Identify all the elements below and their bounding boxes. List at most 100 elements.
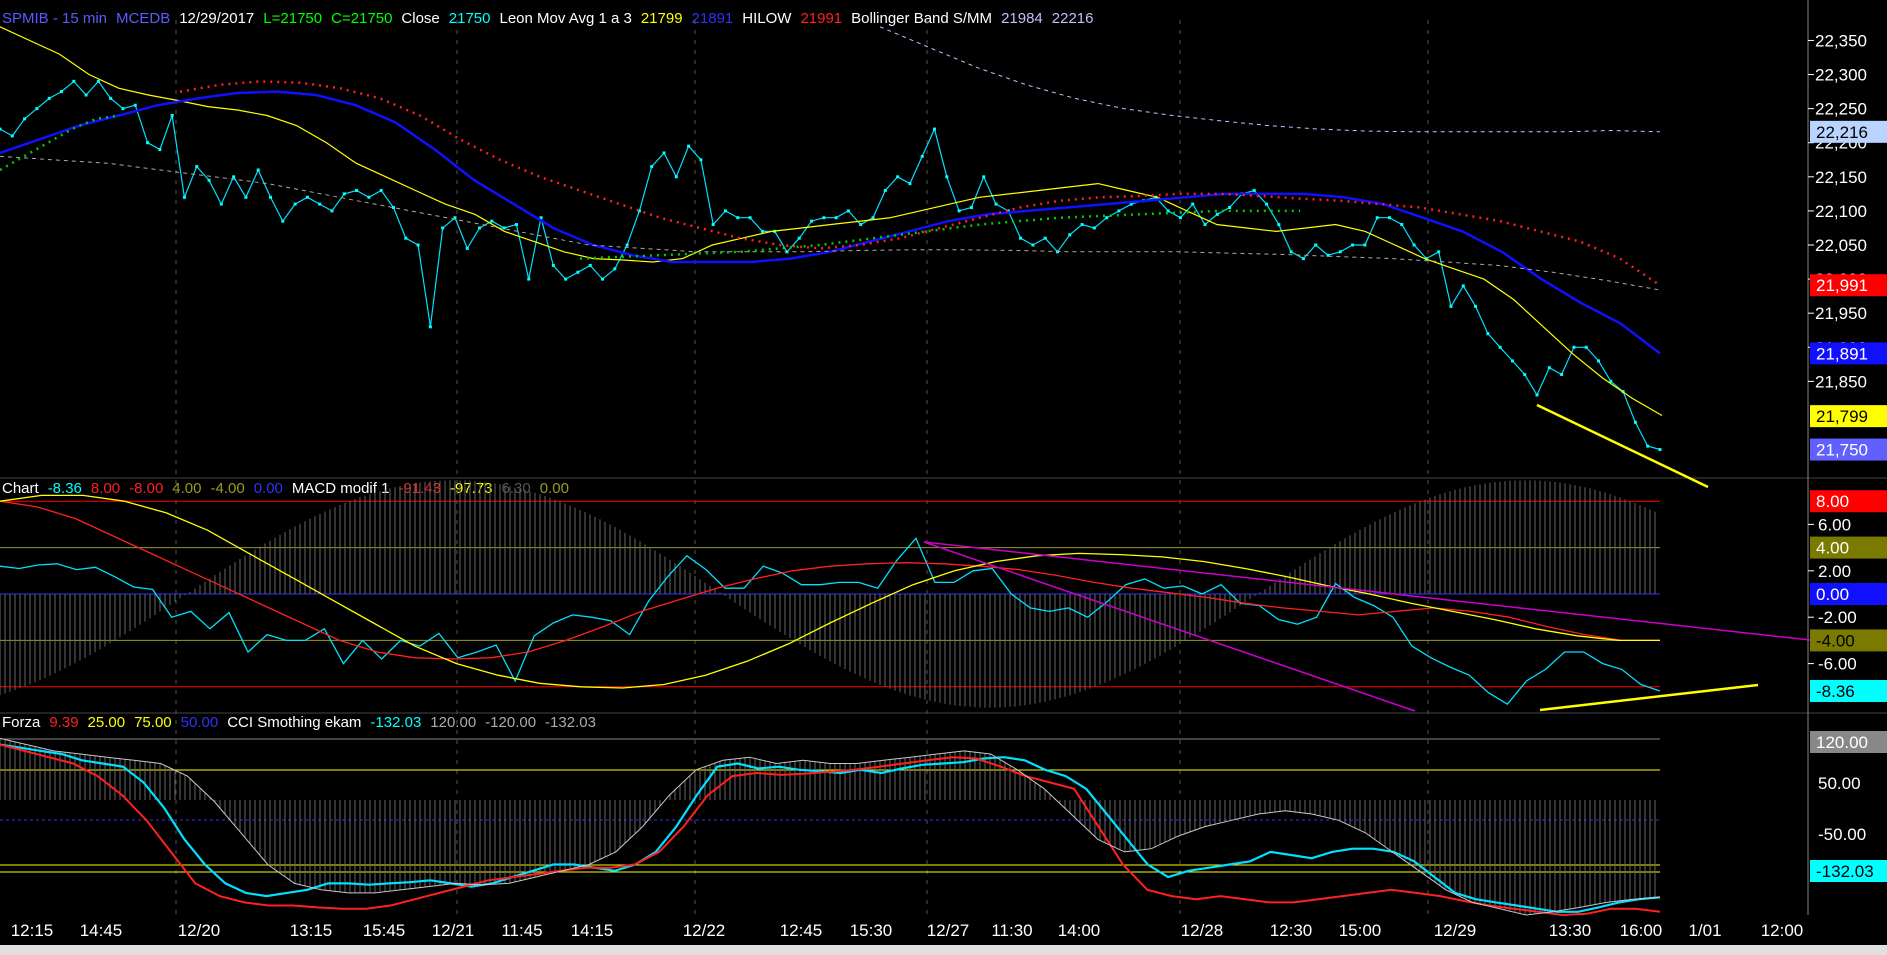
series-point bbox=[35, 107, 39, 111]
y-tick-label: -6.00 bbox=[1818, 655, 1857, 674]
header-item: 50.00 bbox=[181, 714, 219, 731]
trendline-macd-1 bbox=[923, 541, 1811, 641]
value-tag bbox=[1810, 438, 1887, 461]
series-point bbox=[23, 117, 27, 121]
x-tick-label: 12:45 bbox=[780, 921, 823, 940]
x-tick-label: 12/27 bbox=[927, 921, 970, 940]
series-point bbox=[342, 192, 346, 196]
series-point bbox=[1412, 243, 1416, 247]
x-tick-label: 11:30 bbox=[991, 921, 1032, 940]
value-tag-label: -4.00 bbox=[1816, 631, 1855, 650]
series-point bbox=[1597, 359, 1601, 363]
trendline-macd-3 bbox=[1539, 683, 1759, 712]
y-tick-label: 22,100 bbox=[1815, 202, 1867, 221]
y-tick-label: 22,250 bbox=[1815, 100, 1867, 119]
header-item: 21799 bbox=[641, 10, 683, 27]
header-item: Chart bbox=[2, 480, 40, 497]
series-point bbox=[367, 195, 371, 199]
series-point bbox=[514, 223, 518, 227]
series-line-bb_up bbox=[879, 26, 1661, 133]
series-point bbox=[723, 209, 727, 213]
series-point bbox=[1203, 223, 1207, 227]
header-item: 21991 bbox=[800, 10, 842, 27]
series-point bbox=[539, 216, 543, 220]
series-point bbox=[1646, 444, 1650, 448]
series-point bbox=[1523, 373, 1527, 377]
series-point bbox=[933, 127, 937, 131]
header-item: MACD modif 1 bbox=[292, 480, 390, 497]
series-point bbox=[1043, 236, 1047, 240]
series-point bbox=[625, 243, 629, 247]
series-line-osc bbox=[0, 537, 1661, 706]
header-item: Close bbox=[401, 10, 439, 27]
series-point bbox=[1326, 253, 1330, 257]
series-line-signal_yel bbox=[0, 494, 1660, 689]
series-point bbox=[662, 151, 666, 155]
series-point bbox=[588, 263, 592, 267]
series-point bbox=[330, 209, 334, 213]
series-line-close bbox=[0, 80, 1661, 451]
value-tag-label: -132.03 bbox=[1816, 862, 1874, 881]
series-point bbox=[84, 93, 88, 97]
header-item: -132.03 bbox=[545, 714, 596, 731]
series-point bbox=[637, 209, 641, 213]
series-point bbox=[551, 263, 555, 267]
series-line-forza bbox=[0, 743, 1661, 917]
series-point bbox=[1265, 202, 1269, 206]
x-tick-label: 14:45 bbox=[80, 921, 123, 940]
header-item: L=21750 bbox=[263, 10, 322, 27]
x-tick-label: 11:45 bbox=[501, 921, 542, 940]
value-tag-label: 22,216 bbox=[1816, 123, 1868, 142]
series-point bbox=[1633, 420, 1637, 424]
series-point bbox=[834, 216, 838, 220]
series-point bbox=[883, 188, 887, 192]
value-tag-label: 0.00 bbox=[1816, 585, 1849, 604]
header-item: CCI Smothing ekam bbox=[227, 714, 361, 731]
value-tag-label: 21,991 bbox=[1816, 276, 1868, 295]
series-point bbox=[1092, 226, 1096, 230]
macd-header: Chart -8.36 8.00 -8.00 4.00 -4.00 0.00 MACD mod… bbox=[2, 480, 569, 497]
series-point bbox=[908, 182, 912, 186]
series-point bbox=[1228, 206, 1232, 209]
header-item: Bollinger Band S/MM bbox=[851, 10, 992, 27]
series-point bbox=[1166, 209, 1170, 213]
series-point bbox=[1289, 250, 1293, 254]
x-tick-label: 12/29 bbox=[1434, 921, 1477, 940]
series-point bbox=[1117, 209, 1121, 213]
series-point bbox=[613, 267, 617, 271]
series-point bbox=[797, 236, 801, 240]
series-point bbox=[896, 175, 900, 179]
value-tag bbox=[1810, 536, 1887, 559]
series-point bbox=[59, 90, 63, 94]
series-point bbox=[478, 226, 482, 230]
y-tick-label: -2.00 bbox=[1818, 608, 1857, 627]
y-tick-label: 6.00 bbox=[1818, 515, 1851, 534]
series-point bbox=[945, 175, 949, 179]
value-tag-label: 8.00 bbox=[1816, 492, 1849, 511]
series-point bbox=[1031, 243, 1035, 247]
series-point bbox=[355, 188, 359, 192]
series-point bbox=[96, 79, 100, 83]
series-point bbox=[465, 246, 469, 250]
series-point bbox=[748, 216, 752, 220]
series-point bbox=[920, 154, 924, 158]
series-point bbox=[1486, 332, 1490, 336]
x-tick-label: 12/20 bbox=[178, 921, 221, 940]
x-tick-label: 12:00 bbox=[1761, 921, 1804, 940]
series-point bbox=[1584, 345, 1588, 349]
series-point bbox=[576, 270, 580, 274]
series-point bbox=[736, 216, 740, 220]
bottom-status-strip bbox=[0, 945, 1887, 955]
series-point bbox=[453, 216, 457, 220]
series-point bbox=[158, 148, 162, 152]
series-point bbox=[1080, 223, 1084, 227]
series-point bbox=[281, 219, 285, 223]
series-point bbox=[1252, 188, 1256, 192]
series-point bbox=[170, 113, 174, 117]
series-point bbox=[1301, 257, 1305, 261]
series-point bbox=[822, 216, 826, 220]
header-item: Forza bbox=[2, 714, 41, 731]
header-item: HILOW bbox=[742, 10, 792, 27]
series-point bbox=[1277, 223, 1281, 227]
header-item: 21891 bbox=[692, 10, 734, 27]
